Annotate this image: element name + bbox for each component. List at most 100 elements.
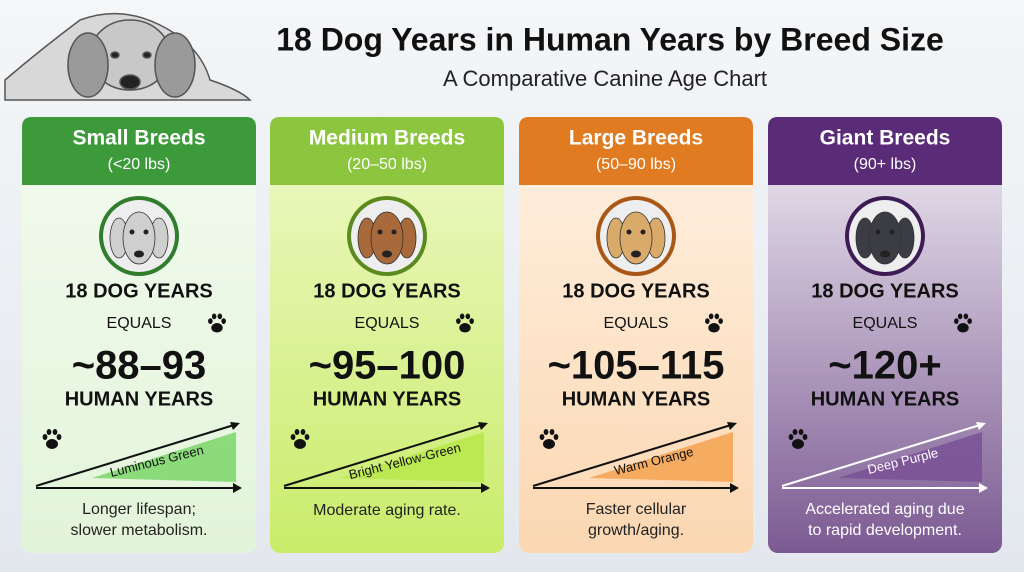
arrow-head — [976, 422, 986, 430]
paw-toe — [217, 313, 223, 320]
arrow-head — [979, 483, 988, 493]
human-years: ~95–100 — [309, 344, 466, 388]
paw-toe — [954, 318, 959, 324]
breed-card: Medium Breeds (20–50 lbs) 18 DOG YEARS EQUA… — [270, 117, 504, 553]
trend-arrow — [283, 424, 483, 487]
dog-eye — [143, 229, 149, 235]
arrow-head — [730, 483, 739, 493]
description: Moderate aging rate. — [313, 502, 461, 519]
arrow-head — [478, 422, 488, 430]
dog-eye — [129, 229, 135, 235]
paw-icon — [42, 429, 62, 449]
trend-wedge — [589, 432, 733, 482]
human-years-label: HUMAN YEARS — [811, 388, 960, 410]
dog-eye — [640, 229, 646, 235]
paw-toe — [290, 434, 296, 440]
title: 18 Dog Years in Human Years by Breed Siz… — [276, 21, 944, 57]
dog-head — [619, 211, 653, 265]
dog-years: 18 DOG YEARS — [811, 280, 958, 302]
description: Longer lifespan; — [82, 501, 196, 518]
paw-toe — [469, 318, 474, 324]
trend-arrow — [532, 424, 732, 487]
paw-toe — [553, 434, 559, 440]
equals: EQUALS — [853, 315, 918, 332]
card-header — [768, 117, 1002, 185]
breed-range: (50–90 lbs) — [596, 156, 676, 173]
dog-years: 18 DOG YEARS — [313, 280, 460, 302]
human-years-label: HUMAN YEARS — [313, 388, 462, 410]
human-years-label: HUMAN YEARS — [65, 388, 214, 410]
paw-toe — [957, 313, 963, 320]
breed-range: (90+ lbs) — [854, 156, 917, 173]
description: slower metabolism. — [71, 522, 208, 539]
paw-pad — [708, 323, 720, 333]
paw-toe — [294, 429, 300, 435]
paw-toe — [56, 434, 62, 440]
trend-arrow — [781, 424, 981, 487]
paw-toe — [211, 313, 217, 320]
paw-toe — [963, 313, 969, 320]
breed-name: Large Breeds — [569, 127, 703, 150]
dog-nose — [631, 250, 641, 258]
dog-nose — [382, 250, 392, 258]
paw-icon — [705, 313, 723, 333]
dog-eye — [875, 229, 881, 235]
paw-toe — [456, 318, 461, 324]
human-years: ~88–93 — [72, 344, 207, 388]
dog-eye — [626, 229, 632, 235]
paw-icon — [954, 313, 972, 333]
card-body — [519, 117, 753, 553]
paw-toe — [792, 429, 798, 435]
human-years: ~105–115 — [548, 344, 725, 388]
breed-card: Large Breeds (50–90 lbs) 18 DOG YEARS EQUAL… — [519, 117, 753, 553]
paw-pad — [211, 323, 223, 333]
dog-eye — [391, 229, 397, 235]
card-header — [519, 117, 753, 185]
paw-pad — [792, 439, 804, 449]
card-body — [768, 117, 1002, 553]
breed-name: Small Breeds — [72, 127, 205, 150]
paw-pad — [294, 439, 306, 449]
paw-pad — [459, 323, 471, 333]
paw-toe — [705, 318, 710, 324]
arrow-head — [727, 422, 737, 430]
dog-nose — [134, 250, 144, 258]
paw-toe — [465, 313, 471, 320]
equals: EQUALS — [355, 315, 420, 332]
dog-head — [370, 211, 404, 265]
dog-head — [868, 211, 902, 265]
breed-card: Small Breeds (<20 lbs) 18 DOG YEARS EQUALS ~… — [22, 117, 256, 553]
paw-toe — [788, 434, 794, 440]
card-header — [270, 117, 504, 185]
paw-pad — [543, 439, 555, 449]
trend-wedge — [838, 432, 982, 482]
card-header — [22, 117, 256, 185]
dog-sketch — [4, 12, 252, 101]
trend-wedge — [340, 432, 484, 482]
paw-toe — [967, 318, 972, 324]
paw-toe — [798, 429, 804, 435]
breed-name: Giant Breeds — [820, 127, 951, 150]
paw-toe — [708, 313, 714, 320]
paw-toe — [539, 434, 545, 440]
dog-eye — [889, 229, 895, 235]
paw-icon — [788, 429, 808, 449]
paw-icon — [290, 429, 310, 449]
paw-toe — [714, 313, 720, 320]
paw-toe — [304, 434, 310, 440]
paw-toe — [549, 429, 555, 435]
paw-icon — [539, 429, 559, 449]
description: growth/aging. — [588, 522, 684, 539]
dog-years: 18 DOG YEARS — [65, 280, 212, 302]
trend-arrow — [35, 424, 235, 487]
human-years-label: HUMAN YEARS — [562, 388, 711, 410]
paw-toe — [300, 429, 306, 435]
equals: EQUALS — [604, 315, 669, 332]
paw-toe — [459, 313, 465, 320]
dog-nose — [880, 250, 890, 258]
paw-toe — [802, 434, 808, 440]
paw-toe — [42, 434, 48, 440]
breed-range: (<20 lbs) — [108, 156, 171, 173]
paw-toe — [221, 318, 226, 324]
